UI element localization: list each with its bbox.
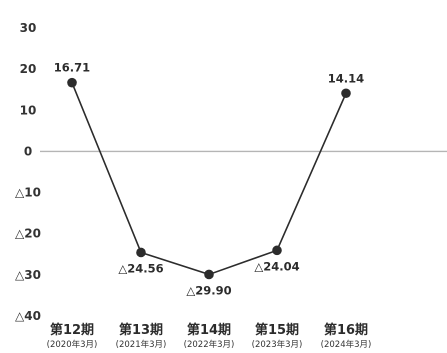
data-labels: 16.71 △24.56 △29.90 △24.04 14.14 (54, 61, 364, 298)
x-category-label: 第14期 (187, 322, 231, 338)
x-category-sublabel: (2020年3月) (47, 339, 98, 350)
x-category-label: 第13期 (119, 322, 163, 338)
data-label: △29.90 (186, 283, 231, 297)
y-tick-label: △20 (15, 227, 41, 241)
data-point (272, 245, 282, 256)
data-label: △24.04 (254, 259, 299, 273)
x-category-label: 第15期 (255, 322, 299, 338)
data-point (204, 269, 214, 280)
data-label: 14.14 (328, 71, 364, 85)
y-tick-label: △30 (15, 268, 41, 282)
y-tick-label: △40 (15, 309, 41, 323)
data-label: △24.56 (118, 261, 163, 275)
y-tick-label: 0 (24, 144, 32, 158)
x-category-label: 第16期 (324, 322, 368, 338)
y-tick-label: 30 (20, 21, 37, 35)
x-axis-categories: 第12期(2020年3月) 第13期(2021年3月) 第14期(2022年3月) 第… (47, 322, 372, 350)
y-tick-label: 10 (20, 103, 37, 117)
data-point (341, 88, 351, 99)
data-points (67, 77, 351, 280)
x-category-sublabel: (2021年3月) (116, 339, 167, 350)
y-tick-label: △10 (15, 186, 41, 200)
y-axis-ticks: 30 20 10 0 △10 △20 △30 △40 (15, 21, 41, 323)
x-category-sublabel: (2024年3月) (321, 339, 372, 350)
data-point (67, 77, 77, 88)
data-label: 16.71 (54, 61, 90, 75)
x-category-sublabel: (2023年3月) (252, 339, 303, 350)
y-tick-label: 20 (20, 62, 37, 76)
data-point (136, 247, 146, 258)
x-category-sublabel: (2022年3月) (184, 339, 235, 350)
series-line (71, 82, 347, 276)
x-category-label: 第12期 (50, 322, 94, 338)
